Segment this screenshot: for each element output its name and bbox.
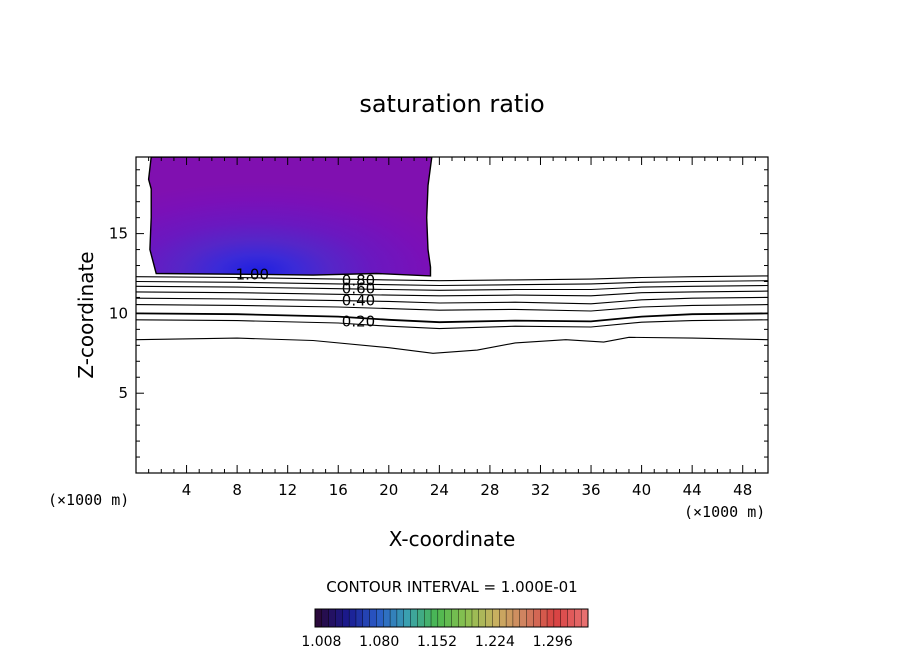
x-unit-label-right: (×1000 m) <box>684 503 765 521</box>
colorbar-segment <box>437 608 446 628</box>
contour-label: 0.60 <box>342 280 375 298</box>
colorbar-tick-label: 1.224 <box>475 634 515 650</box>
colorbar-segment <box>464 608 473 628</box>
colorbar-segment <box>403 608 412 628</box>
x-tick-label: 4 <box>182 481 192 499</box>
contour-label: 0.80 <box>342 272 375 290</box>
colorbar-segment <box>492 608 500 628</box>
contour-line-0.1 <box>136 336 768 354</box>
colorbar-segment <box>540 608 548 628</box>
colorbar-segment <box>553 608 562 628</box>
colorbar-segment <box>396 608 405 628</box>
colorbar-segment <box>321 608 330 628</box>
shaded-region-layer <box>147 157 433 277</box>
x-tick-label: 32 <box>531 481 550 499</box>
colorbar-segment <box>519 608 528 628</box>
colorbar-segment <box>526 608 534 628</box>
x-tick-label: 44 <box>683 481 702 499</box>
x-tick-label: 40 <box>632 481 651 499</box>
y-tick-label: 10 <box>109 304 128 322</box>
contour-labels-layer: 1.00 0.800.600.40 0.20 <box>236 265 376 330</box>
colorbar-segment <box>328 608 336 628</box>
x-tick-label: 24 <box>430 481 449 499</box>
colorbar-segment <box>355 608 364 628</box>
colorbar-segment <box>444 608 453 628</box>
colorbar-segment <box>410 608 418 628</box>
colorbar-segment <box>499 608 507 628</box>
colorbar-tick-label: 1.296 <box>533 634 573 650</box>
chart-title: saturation ratio <box>359 90 544 118</box>
colorbar-segment <box>417 608 425 628</box>
colorbar-tick-label: 1.008 <box>301 634 341 650</box>
colorbar <box>314 608 589 628</box>
colorbar-segment <box>471 608 480 628</box>
colorbar-segment <box>430 608 439 628</box>
colorbar-segment <box>458 608 466 628</box>
colorbar-segment <box>335 608 343 628</box>
x-axis-ticks: 4 8 12 16 20 24 28 32 36 40 44 48 <box>148 157 756 499</box>
x-unit-label-left: (×1000 m) <box>48 491 129 509</box>
contour-label: 0.20 <box>342 312 375 330</box>
colorbar-segment <box>424 608 432 628</box>
x-axis-label: X-coordinate <box>389 527 516 551</box>
colorbar-tick-label: 1.152 <box>417 634 457 650</box>
contour-line-0.2 <box>136 319 768 330</box>
colorbar-segment <box>580 608 589 628</box>
contour-line-0.3 <box>136 312 768 324</box>
colorbar-segment <box>546 608 555 628</box>
colorbar-segment <box>389 608 398 628</box>
colorbar-segment <box>348 608 357 628</box>
contour-line-0.6 <box>136 290 768 297</box>
y-tick-label: 15 <box>109 225 128 243</box>
x-tick-label: 48 <box>733 481 752 499</box>
colorbar-segment <box>512 608 521 628</box>
contour-line-0.8 <box>136 280 768 287</box>
x-tick-label: 20 <box>379 481 398 499</box>
colorbar-segment <box>342 608 350 628</box>
colorbar-tick-label: 1.080 <box>359 634 399 650</box>
y-tick-label: 5 <box>118 384 128 402</box>
contour-line-0.7 <box>136 284 768 291</box>
x-tick-label: 36 <box>581 481 600 499</box>
colorbar-segment <box>451 608 459 628</box>
colorbar-segment <box>362 608 371 628</box>
contour-lines-layer <box>136 275 768 354</box>
colorbar-segment <box>533 608 541 628</box>
y-axis-ticks: 5 10 15 <box>109 169 768 458</box>
colorbar-segment <box>383 608 391 628</box>
colorbar-segment <box>574 608 582 628</box>
contour-label: 1.00 <box>236 265 269 283</box>
colorbar-segment <box>560 608 569 628</box>
x-tick-label: 16 <box>329 481 348 499</box>
contour-line-0.9 <box>136 275 768 282</box>
colorbar-segment <box>567 608 575 628</box>
shaded-region <box>147 157 433 277</box>
contour-interval-label: CONTOUR INTERVAL = 1.000E-01 <box>326 578 577 596</box>
colorbar-segment <box>376 608 384 628</box>
colorbar-frame <box>314 608 589 628</box>
colorbar-segment <box>478 608 487 628</box>
contour-line-0.4 <box>136 304 768 312</box>
x-tick-label: 12 <box>278 481 297 499</box>
colorbar-segment <box>314 608 323 628</box>
colorbar-segment <box>369 608 377 628</box>
colorbar-segment <box>505 608 514 628</box>
x-tick-label: 28 <box>480 481 499 499</box>
colorbar-ticks: 1.008 1.080 1.152 1.224 1.296 <box>301 634 572 650</box>
x-tick-label: 8 <box>232 481 242 499</box>
contour-label: 0.40 <box>342 292 375 310</box>
y-axis-label: Z-coordinate <box>74 251 98 378</box>
colorbar-segment <box>485 608 493 628</box>
contour-line-0.5 <box>136 296 768 305</box>
